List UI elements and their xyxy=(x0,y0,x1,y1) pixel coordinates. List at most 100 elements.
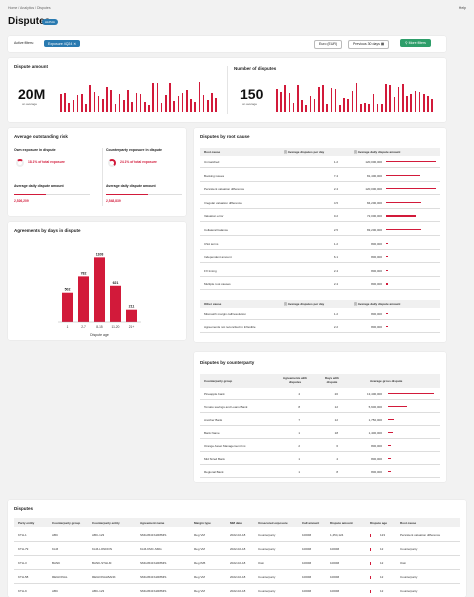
currency-select[interactable]: Euro (EUR) xyxy=(314,39,343,49)
disputes-cell: 1000M xyxy=(302,533,312,537)
counterparty-col-days[interactable]: Days with dispute xyxy=(324,376,339,384)
age-bar[interactable] xyxy=(62,292,73,322)
counterparty-name[interactable]: Another Bank xyxy=(204,418,223,422)
disputes-cell: KTH-58 xyxy=(18,575,29,579)
root-cause-count: 2.5 xyxy=(333,228,338,232)
period-select[interactable]: Previous 30 days ▦ xyxy=(348,39,390,49)
spark-bar xyxy=(297,84,299,112)
more-filters-button[interactable]: ⚲ More filters xyxy=(400,39,431,47)
spark-bar xyxy=(152,83,154,112)
spark-bar xyxy=(106,87,108,112)
dispute-age-bar xyxy=(370,533,372,537)
more-filters-label: More filters xyxy=(408,41,426,45)
root-cause-name: Irregular valuation difference xyxy=(204,200,242,205)
disputes-col-header[interactable]: Party entity xyxy=(18,521,35,525)
disputes-cell: KTH-3 xyxy=(18,561,27,565)
age-tick-label: 2-7 xyxy=(81,325,86,329)
cp-avg-title: Average daily dispute amount xyxy=(106,184,156,188)
root-cause-bar xyxy=(386,188,436,190)
spark-bar xyxy=(127,89,129,112)
disputes-cell: 1000M xyxy=(330,547,340,551)
disputes-cell: Counterparty xyxy=(258,575,276,579)
counterparty-name[interactable]: Mid Sized Bank xyxy=(204,457,225,461)
other-cause-name: Agreements not reconciled in Inflexible xyxy=(204,325,256,329)
counterparty-title: Disputes by counterparty xyxy=(200,360,255,365)
disputes-cell-age: 12 xyxy=(380,589,384,593)
own-avg-title: Average daily dispute amount xyxy=(14,184,64,188)
spark-bar xyxy=(118,94,121,112)
disputes-col-header[interactable]: MM date xyxy=(230,521,242,525)
age-bar[interactable] xyxy=(94,257,105,322)
spark-bar xyxy=(68,103,70,112)
age-bar-label: 621 xyxy=(113,281,119,285)
age-bar[interactable] xyxy=(126,309,137,322)
spark-bar xyxy=(123,100,125,112)
root-cause-count: 4.5 xyxy=(333,200,338,205)
counterparty-bar xyxy=(388,458,391,460)
disputes-col-header[interactable]: Margin type xyxy=(194,521,211,525)
spark-bar xyxy=(330,88,333,112)
counterparty-col-agreements[interactable]: Agreements with disputes xyxy=(282,376,308,384)
own-exposure-pct: 18.1% of total exposure xyxy=(28,160,65,164)
spark-bar xyxy=(376,103,379,112)
disputes-col-header[interactable]: Call amount xyxy=(302,521,320,525)
counterparty-name[interactable]: Bank Name xyxy=(204,431,220,435)
other-cause-amount: 800,000 xyxy=(371,312,382,316)
dispute-amount-title: Dispute amount xyxy=(14,64,49,69)
age-bar[interactable] xyxy=(78,276,89,322)
disputes-cell: ABC xyxy=(52,589,59,593)
root-cause-col-amount[interactable]: ⓘ Average daily dispute amount xyxy=(354,150,400,154)
spark-bar xyxy=(93,91,96,112)
root-cause-count: 2.4 xyxy=(333,187,338,192)
disputes-col-header[interactable]: Root cause xyxy=(400,521,417,525)
counterparty-name[interactable]: Pineapple bank xyxy=(204,392,225,396)
root-cause-bar xyxy=(386,161,436,163)
counterparty-agreements: 1 xyxy=(298,470,300,474)
counterparty-name[interactable]: Tomato savings and Loans Bank xyxy=(204,405,248,409)
other-cause-col-cause[interactable]: Other cause xyxy=(204,302,222,306)
other-cause-col-amount[interactable]: ⓘ Average daily dispute amount xyxy=(354,302,400,306)
spark-bar xyxy=(85,104,87,112)
disputes-cell: SMG4541S1R8MIS xyxy=(140,589,167,593)
root-cause-bar xyxy=(386,256,388,258)
age-tick-label: 1 xyxy=(67,325,69,329)
spark-bar xyxy=(309,96,312,112)
disputes-col-header[interactable]: Dispute age xyxy=(370,521,388,525)
spark-bar xyxy=(334,89,337,112)
spark-bar xyxy=(385,84,387,112)
disputes-col-header[interactable]: Unsecured exposure xyxy=(258,521,288,525)
root-cause-name: FX timing xyxy=(204,268,217,273)
disputes-cell: 2022-02-18 xyxy=(230,547,246,551)
filter-chip[interactable]: Exposure 4Q24 ✕ xyxy=(44,40,81,47)
other-cause-col-count[interactable]: ⓘ Average disputes per day xyxy=(284,302,324,306)
counterparty-gross: 13,400,000 xyxy=(366,392,382,396)
cp-exposure-title: Counterparty exposure in dispute xyxy=(106,148,163,152)
status-badge: ALPHA xyxy=(42,19,58,25)
root-cause-col-count[interactable]: ⓘ Average disputes per day xyxy=(284,150,324,154)
disputes-cell: Counterparty xyxy=(258,533,276,537)
dispute-amount-value: 20M xyxy=(18,86,46,102)
disputes-cell: 1000M xyxy=(302,547,312,551)
age-bar-label: 1108 xyxy=(96,252,104,256)
disputes-table-title: Disputes xyxy=(14,506,34,511)
help-link[interactable]: Help xyxy=(458,6,466,10)
disputes-col-header[interactable]: Counterparty entity xyxy=(92,521,120,525)
disputes-col-header[interactable]: Counterparty group xyxy=(52,521,81,525)
counterparty-name[interactable]: Orange Asset Management Inc. xyxy=(204,444,247,448)
root-cause-col-cause[interactable]: Root cause xyxy=(204,150,221,154)
disputes-cell: Own xyxy=(400,561,407,565)
counterparty-name[interactable]: Regional Bank xyxy=(204,470,224,474)
disputes-cell: Reg VM xyxy=(194,575,205,579)
other-cause-bar xyxy=(386,326,388,328)
counterparty-col-gross[interactable]: Average gross dispute xyxy=(370,379,403,383)
spark-bar xyxy=(89,84,91,112)
counterparty-col-group[interactable]: Counterparty group xyxy=(204,379,233,383)
spark-bar xyxy=(186,89,188,112)
disputes-col-header[interactable]: Agreement name xyxy=(140,521,165,525)
disputes-cell: 2022-02-18 xyxy=(230,561,246,565)
age-bar[interactable] xyxy=(110,285,121,322)
disputes-col-header[interactable]: Dispute amount xyxy=(330,521,353,525)
spark-bar xyxy=(372,94,375,112)
disputes-cell-age: 123 xyxy=(380,533,386,537)
breadcrumb[interactable]: Home / Analytics / Disputes xyxy=(8,6,51,10)
